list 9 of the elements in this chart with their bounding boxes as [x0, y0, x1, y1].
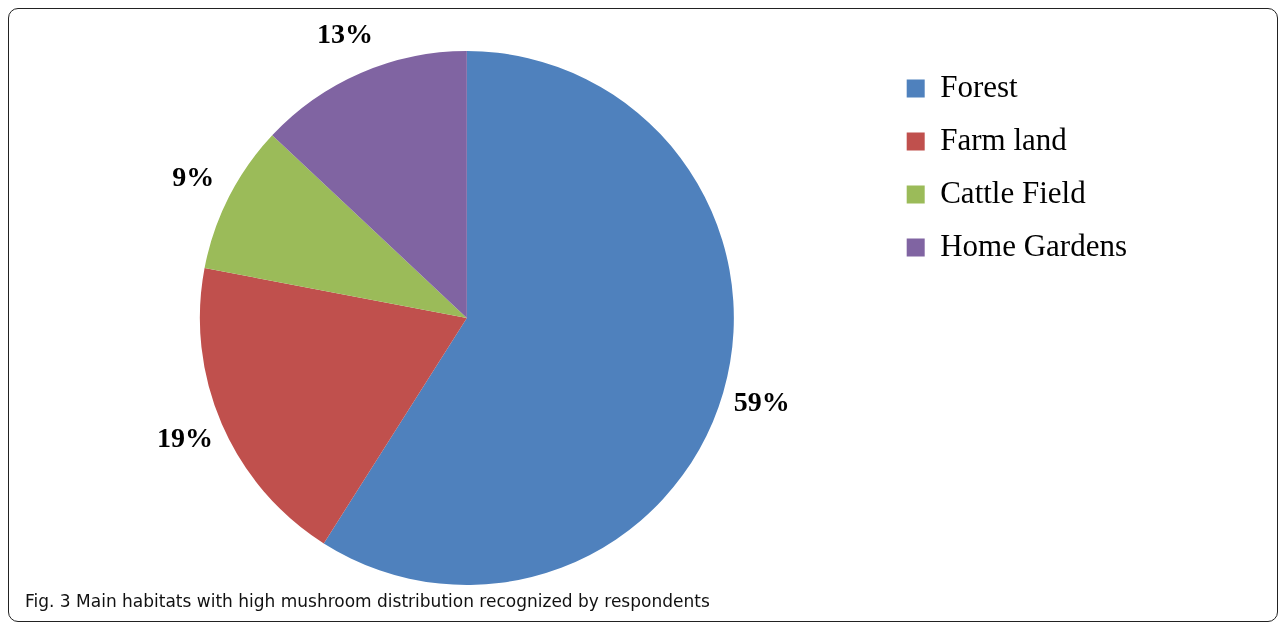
caption: Fig. 3 Main habitats with high mushroom distribution recognized by respondents: [24, 591, 711, 611]
data-label: 13%: [316, 18, 373, 50]
legend-label: Forest: [940, 68, 1019, 104]
legend-label: Cattle Field: [940, 174, 1087, 210]
data-label: 59%: [733, 385, 790, 417]
legend-label: Home Gardens: [940, 227, 1128, 263]
data-label: 19%: [157, 422, 214, 454]
legend-label: Farm land: [940, 121, 1068, 157]
data-label: 9%: [172, 160, 215, 192]
